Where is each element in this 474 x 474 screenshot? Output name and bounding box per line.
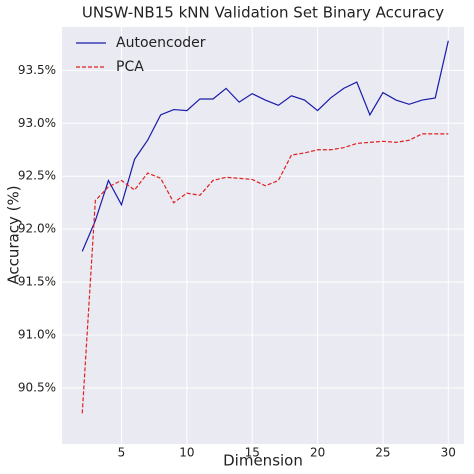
- x-tick-label: 20: [310, 446, 325, 460]
- line-series: [81, 133, 449, 414]
- x-tick-label: 25: [375, 446, 390, 460]
- y-tick-label: 93.0%: [18, 116, 56, 130]
- plot-area: [62, 27, 464, 444]
- y-tick-label: 90.5%: [18, 380, 56, 394]
- y-axis-label: Accuracy (%): [5, 185, 23, 284]
- legend-label: PCA: [116, 59, 144, 75]
- x-tick-label: 15: [245, 446, 260, 460]
- y-tick-label: 93.5%: [18, 63, 56, 77]
- x-tick-label: 30: [441, 446, 456, 460]
- x-tick-label: 10: [179, 446, 194, 460]
- line-series: [81, 40, 449, 252]
- legend-label: Autoencoder: [116, 35, 206, 51]
- y-tick-label: 92.0%: [18, 222, 56, 236]
- x-axis-label: Dimension: [223, 452, 303, 470]
- y-tick-label: 91.5%: [18, 275, 56, 289]
- chart-title: UNSW-NB15 kNN Validation Set Binary Accu…: [82, 4, 444, 22]
- y-tick-label: 91.0%: [18, 327, 56, 341]
- y-tick-label: 92.5%: [18, 169, 56, 183]
- x-tick-label: 5: [118, 446, 126, 460]
